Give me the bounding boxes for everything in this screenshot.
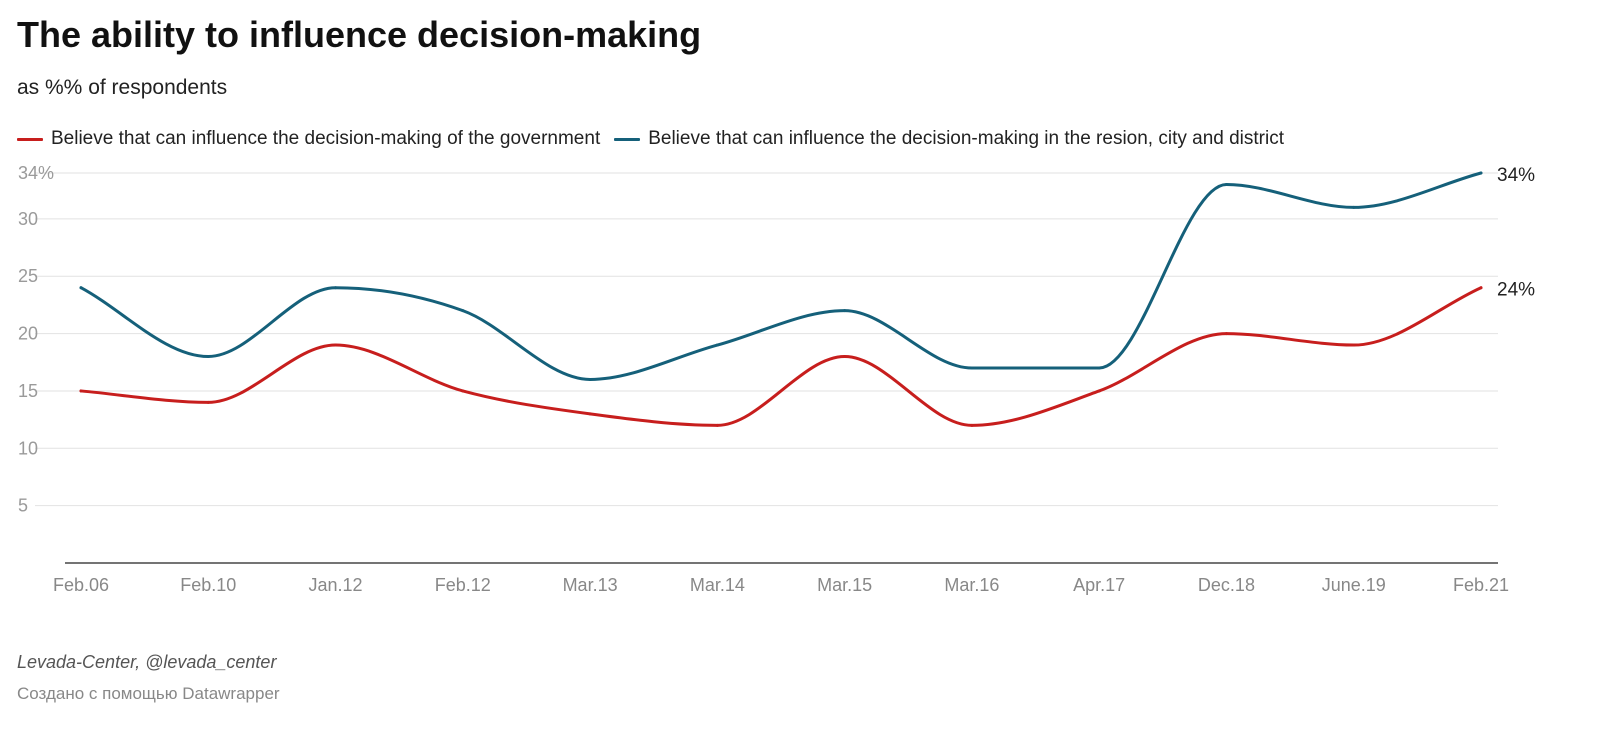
legend-item-region: Believe that can influence the decision-… [614, 128, 1284, 150]
y-tick-label: 34% [18, 163, 54, 183]
data-point [79, 286, 83, 290]
data-point [334, 343, 338, 347]
x-tick-label: Mar.15 [817, 575, 872, 595]
data-point [588, 412, 592, 416]
data-point [1097, 366, 1101, 370]
credit-note: Создано с помощью Datawrapper [17, 684, 280, 703]
legend-label-government: Believe that can influence the decision-… [51, 128, 601, 149]
data-point [843, 355, 847, 359]
chart-title: The ability to influence decision-making [17, 14, 702, 55]
x-tick-label: Apr.17 [1073, 575, 1125, 595]
legend-item-government: Believe that can influence the decision-… [17, 128, 600, 150]
y-tick-label: 10 [18, 438, 38, 458]
line-chart: 5 10 15 20 25 30 34% Feb.06 Feb.10 Jan.12 Feb.12 Ma… [18, 163, 1535, 595]
data-point [1352, 205, 1356, 209]
x-tick-label: Dec.18 [1198, 575, 1255, 595]
x-tick-label: Mar.16 [944, 575, 999, 595]
data-point [461, 309, 465, 313]
data-point [206, 355, 210, 359]
data-point [1097, 389, 1101, 393]
data-point [206, 400, 210, 404]
data-point [79, 389, 83, 393]
data-point [1224, 332, 1228, 336]
data-point [970, 366, 974, 370]
data-point [715, 423, 719, 427]
y-tick-label: 30 [18, 209, 38, 229]
data-point [334, 286, 338, 290]
y-tick-label: 15 [18, 381, 38, 401]
data-point [1224, 182, 1228, 186]
x-tick-label: Mar.14 [690, 575, 745, 595]
source-note: Levada-Center, @levada_center [17, 652, 277, 672]
data-point [1479, 171, 1483, 175]
x-tick-label: Mar.13 [563, 575, 618, 595]
x-tick-label: Feb.10 [180, 575, 236, 595]
data-point [588, 377, 592, 381]
data-point [1352, 343, 1356, 347]
data-point [1479, 286, 1483, 290]
data-point [715, 343, 719, 347]
y-tick-label: 20 [18, 324, 38, 344]
y-tick-label: 25 [18, 266, 38, 286]
chart-subtitle: as %% of respondents [17, 76, 228, 99]
legend-swatch-region [614, 137, 641, 141]
x-tick-label: June.19 [1322, 575, 1386, 595]
data-point [843, 309, 847, 313]
y-tick-label: 5 [18, 496, 28, 516]
legend-label-region: Believe that can influence the decision-… [648, 128, 1285, 149]
end-value-label: 34% [1497, 165, 1535, 186]
x-tick-label: Feb.21 [1453, 575, 1509, 595]
data-point [970, 423, 974, 427]
end-value-label: 24% [1497, 280, 1535, 301]
x-tick-label: Jan.12 [309, 575, 363, 595]
data-point [461, 389, 465, 393]
x-tick-label: Feb.06 [53, 575, 109, 595]
series-line-government [79, 286, 1483, 427]
chart-legend: Believe that can influence the decision-… [17, 128, 1298, 150]
legend-swatch-government [17, 137, 43, 141]
x-tick-label: Feb.12 [435, 575, 491, 595]
